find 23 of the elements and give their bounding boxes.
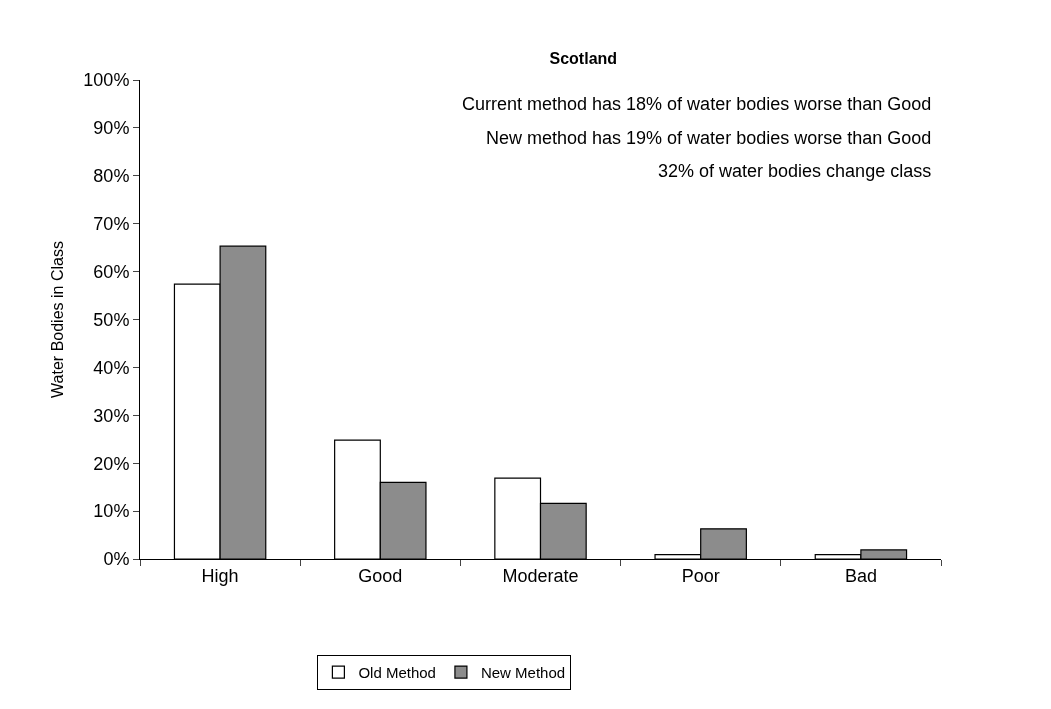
y-tick-label: 20% [93,453,130,474]
annotation: 32% of water bodies change class [658,161,932,181]
y-tick-label: 90% [93,118,130,139]
x-tick-label: Poor [681,565,720,586]
chart-title: Scotland [549,50,618,68]
y-tick-label: 40% [93,357,130,378]
annotation: New method has 19% of water bodies worse than Good [486,128,932,148]
y-tick-label: 10% [93,501,130,522]
y-axis-title: Water Bodies in Class [49,241,67,398]
x-tick-label: High [201,565,239,586]
y-tick-label: 30% [93,405,130,426]
legend-label: Old Method [358,663,436,681]
x-tick-label: Good [358,565,403,586]
legend-label: New Method [480,663,566,681]
y-tick-label: 60% [93,261,130,282]
x-tick-label: Moderate [502,565,579,586]
y-tick-label: 0% [103,549,130,570]
y-tick-label: 50% [93,309,130,330]
y-tick-label: 100% [83,70,130,91]
y-tick-label: 70% [93,214,130,234]
y-tick-label: 80% [93,166,130,187]
x-tick-label: Bad [844,565,877,586]
annotation: Current method has 18% of water bodies worse than Good [462,94,932,114]
